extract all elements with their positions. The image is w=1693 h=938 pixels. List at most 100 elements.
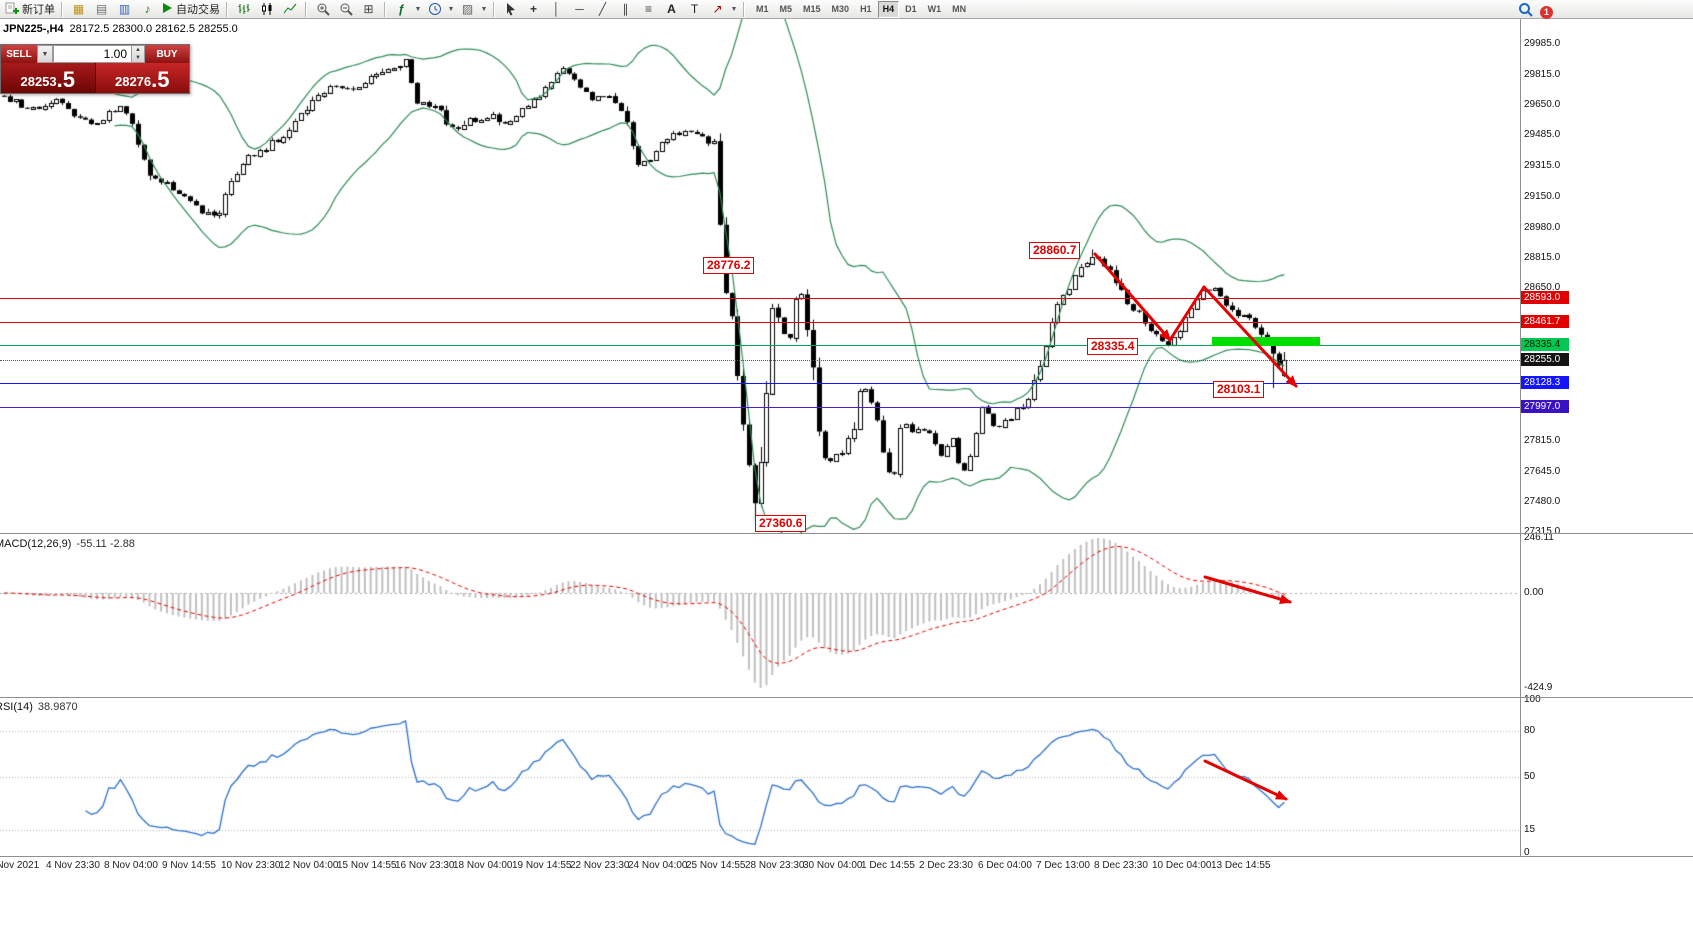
axis-tick-label: -424.9: [1524, 682, 1553, 693]
alerts-icon[interactable]: ♪: [144, 2, 151, 16]
print-icon[interactable]: ▥: [118, 2, 131, 16]
profiles-icon[interactable]: ▤: [95, 2, 108, 16]
notification-badge[interactable]: 1: [1540, 5, 1553, 19]
axis-tick-label: 29485.0: [1524, 129, 1561, 141]
price-annotation[interactable]: 27360.6: [755, 515, 807, 532]
price-annotation[interactable]: 28860.7: [1029, 242, 1081, 259]
axis-tick-label: 29315.0: [1524, 160, 1561, 172]
timeframe-button-mn[interactable]: MN: [952, 4, 967, 14]
templates-dropdown-icon[interactable]: ▼: [480, 5, 488, 13]
fibonacci-icon[interactable]: ≡: [644, 2, 652, 16]
timeframe-button-d1[interactable]: D1: [905, 4, 917, 14]
new-order-label: 新订单: [22, 4, 55, 16]
timeframe-button-w1[interactable]: W1: [927, 4, 942, 14]
main-toolbar: 新订单 ▦ ▤ ▥ ♪ 自动交易 ⊞ ƒ ▼ ▼ ▨ ▼ + │ ─ ╱ ∥ ≡…: [0, 0, 1693, 19]
toolbar-separator: [61, 1, 63, 17]
price-annotation[interactable]: 28103.1: [1213, 381, 1265, 398]
tile-windows-icon[interactable]: ⊞: [363, 2, 374, 16]
axis-tick-label: 28980.0: [1524, 221, 1561, 233]
macd-indicator-canvas[interactable]: [0, 534, 1520, 697]
zoom-in-icon[interactable]: [311, 1, 334, 18]
timeframe-button-h1[interactable]: H1: [860, 4, 872, 14]
one-click-trading-panel: SELL ▼ 1.00 ▲ ▼ BUY 28253.5 28276.5: [0, 44, 190, 94]
horizontal-level-line[interactable]: [0, 360, 1520, 361]
time-axis-label: 18 Nov 04:00: [453, 860, 513, 871]
symbol-period-label: JPN225-,H4: [3, 23, 64, 35]
sell-button[interactable]: SELL: [1, 45, 37, 63]
horizontal-level-line[interactable]: [0, 383, 1520, 384]
time-axis-label: 15 Nov 14:55: [337, 860, 397, 871]
timeframe-button-m5[interactable]: M5: [779, 4, 793, 14]
indicators-dropdown-icon[interactable]: ▼: [414, 5, 422, 13]
trendline-icon[interactable]: ╱: [598, 2, 607, 16]
price-chart-canvas[interactable]: [0, 19, 1520, 533]
panel-separator[interactable]: [0, 533, 1693, 534]
price-annotation[interactable]: 28335.4: [1087, 338, 1139, 355]
zoom-out-icon[interactable]: [334, 1, 357, 18]
highlight-bar[interactable]: [1212, 337, 1320, 346]
autotrading-button[interactable]: 自动交易: [159, 1, 222, 18]
toolbar-separator: [226, 1, 228, 17]
axis-tick-label: 29150.0: [1524, 190, 1561, 202]
rsi-indicator-canvas[interactable]: [0, 698, 1520, 856]
new-order-button[interactable]: 新订单: [3, 1, 57, 18]
horizontal-level-line[interactable]: [0, 298, 1520, 299]
buy-price[interactable]: 28276.5: [95, 63, 189, 93]
horizontal-level-line[interactable]: [0, 322, 1520, 323]
volume-input[interactable]: 1.00: [53, 45, 132, 63]
timeframe-button-m1[interactable]: M1: [756, 4, 769, 14]
horizontal-level-line[interactable]: [0, 345, 1520, 346]
time-axis-label: 4 Nov 23:30: [46, 860, 100, 871]
axis-tick-label: 27645.0: [1524, 465, 1561, 477]
timeframe-button-m30[interactable]: M30: [831, 4, 850, 14]
time-axis-label: 9 Nov 14:55: [162, 860, 216, 871]
price-axis-badge: 28255.0: [1521, 353, 1569, 366]
label-icon[interactable]: T: [690, 2, 699, 16]
line-chart-icon[interactable]: [278, 1, 301, 18]
price-annotation[interactable]: 28776.2: [703, 257, 755, 274]
volume-increment[interactable]: ▲: [135, 47, 141, 53]
trade-options-dropdown[interactable]: ▼: [37, 45, 53, 63]
arrows-icon[interactable]: ↗: [712, 2, 723, 16]
price-axis-separator: [1520, 19, 1521, 856]
periods-icon[interactable]: [423, 1, 446, 18]
panel-separator[interactable]: [0, 697, 1693, 698]
cursor-icon[interactable]: [499, 1, 522, 18]
indicators-icon[interactable]: ƒ: [398, 2, 405, 16]
buy-button[interactable]: BUY: [145, 45, 189, 63]
timeframe-button-h4[interactable]: H4: [877, 0, 900, 18]
candlestick-icon[interactable]: [255, 1, 278, 18]
volume-decrement[interactable]: ▼: [135, 55, 141, 61]
horizontal-level-line[interactable]: [0, 407, 1520, 408]
ohlc-values: 28172.5 28300.0 28162.5 28255.0: [69, 23, 238, 35]
bar-chart-icon[interactable]: [232, 1, 255, 18]
time-axis-label: 1 Dec 14:55: [861, 860, 915, 871]
text-icon[interactable]: A: [667, 2, 676, 16]
crosshair-icon[interactable]: +: [529, 2, 537, 16]
time-axis-label: 22 Nov 23:30: [570, 860, 630, 871]
time-axis-label: 8 Dec 23:30: [1094, 860, 1148, 871]
time-axis-label: 10 Dec 04:00: [1152, 860, 1212, 871]
time-axis-label: 19 Nov 14:55: [512, 860, 572, 871]
templates-icon[interactable]: ▨: [461, 2, 474, 16]
horizontal-line-icon[interactable]: ─: [575, 2, 584, 16]
timeframe-button-m15[interactable]: M15: [803, 4, 821, 14]
toolbar-separator: [493, 1, 495, 17]
axis-tick-label: 29650.0: [1524, 99, 1561, 111]
time-axis-label: 4 Nov 2021: [0, 860, 40, 871]
time-axis-label: 2 Dec 23:30: [919, 860, 973, 871]
axis-tick-label: 27315.0: [1524, 526, 1561, 537]
charts-icon[interactable]: ▦: [72, 2, 85, 16]
time-axis-label: 28 Nov 23:30: [745, 860, 805, 871]
axis-tick-label: 29815.0: [1524, 69, 1561, 81]
volume-stepper: ▲ ▼: [132, 45, 145, 63]
periods-dropdown-icon[interactable]: ▼: [447, 5, 455, 13]
search-icon[interactable]: [1518, 2, 1533, 22]
vertical-line-icon[interactable]: │: [552, 2, 561, 16]
time-axis-label: 30 Nov 04:00: [803, 860, 863, 871]
time-axis-label: 8 Nov 04:00: [104, 860, 158, 871]
axis-tick-label: 27480.0: [1524, 495, 1561, 507]
channel-icon[interactable]: ∥: [622, 2, 629, 16]
sell-price[interactable]: 28253.5: [1, 63, 96, 93]
arrows-dropdown-icon[interactable]: ▼: [730, 5, 738, 13]
